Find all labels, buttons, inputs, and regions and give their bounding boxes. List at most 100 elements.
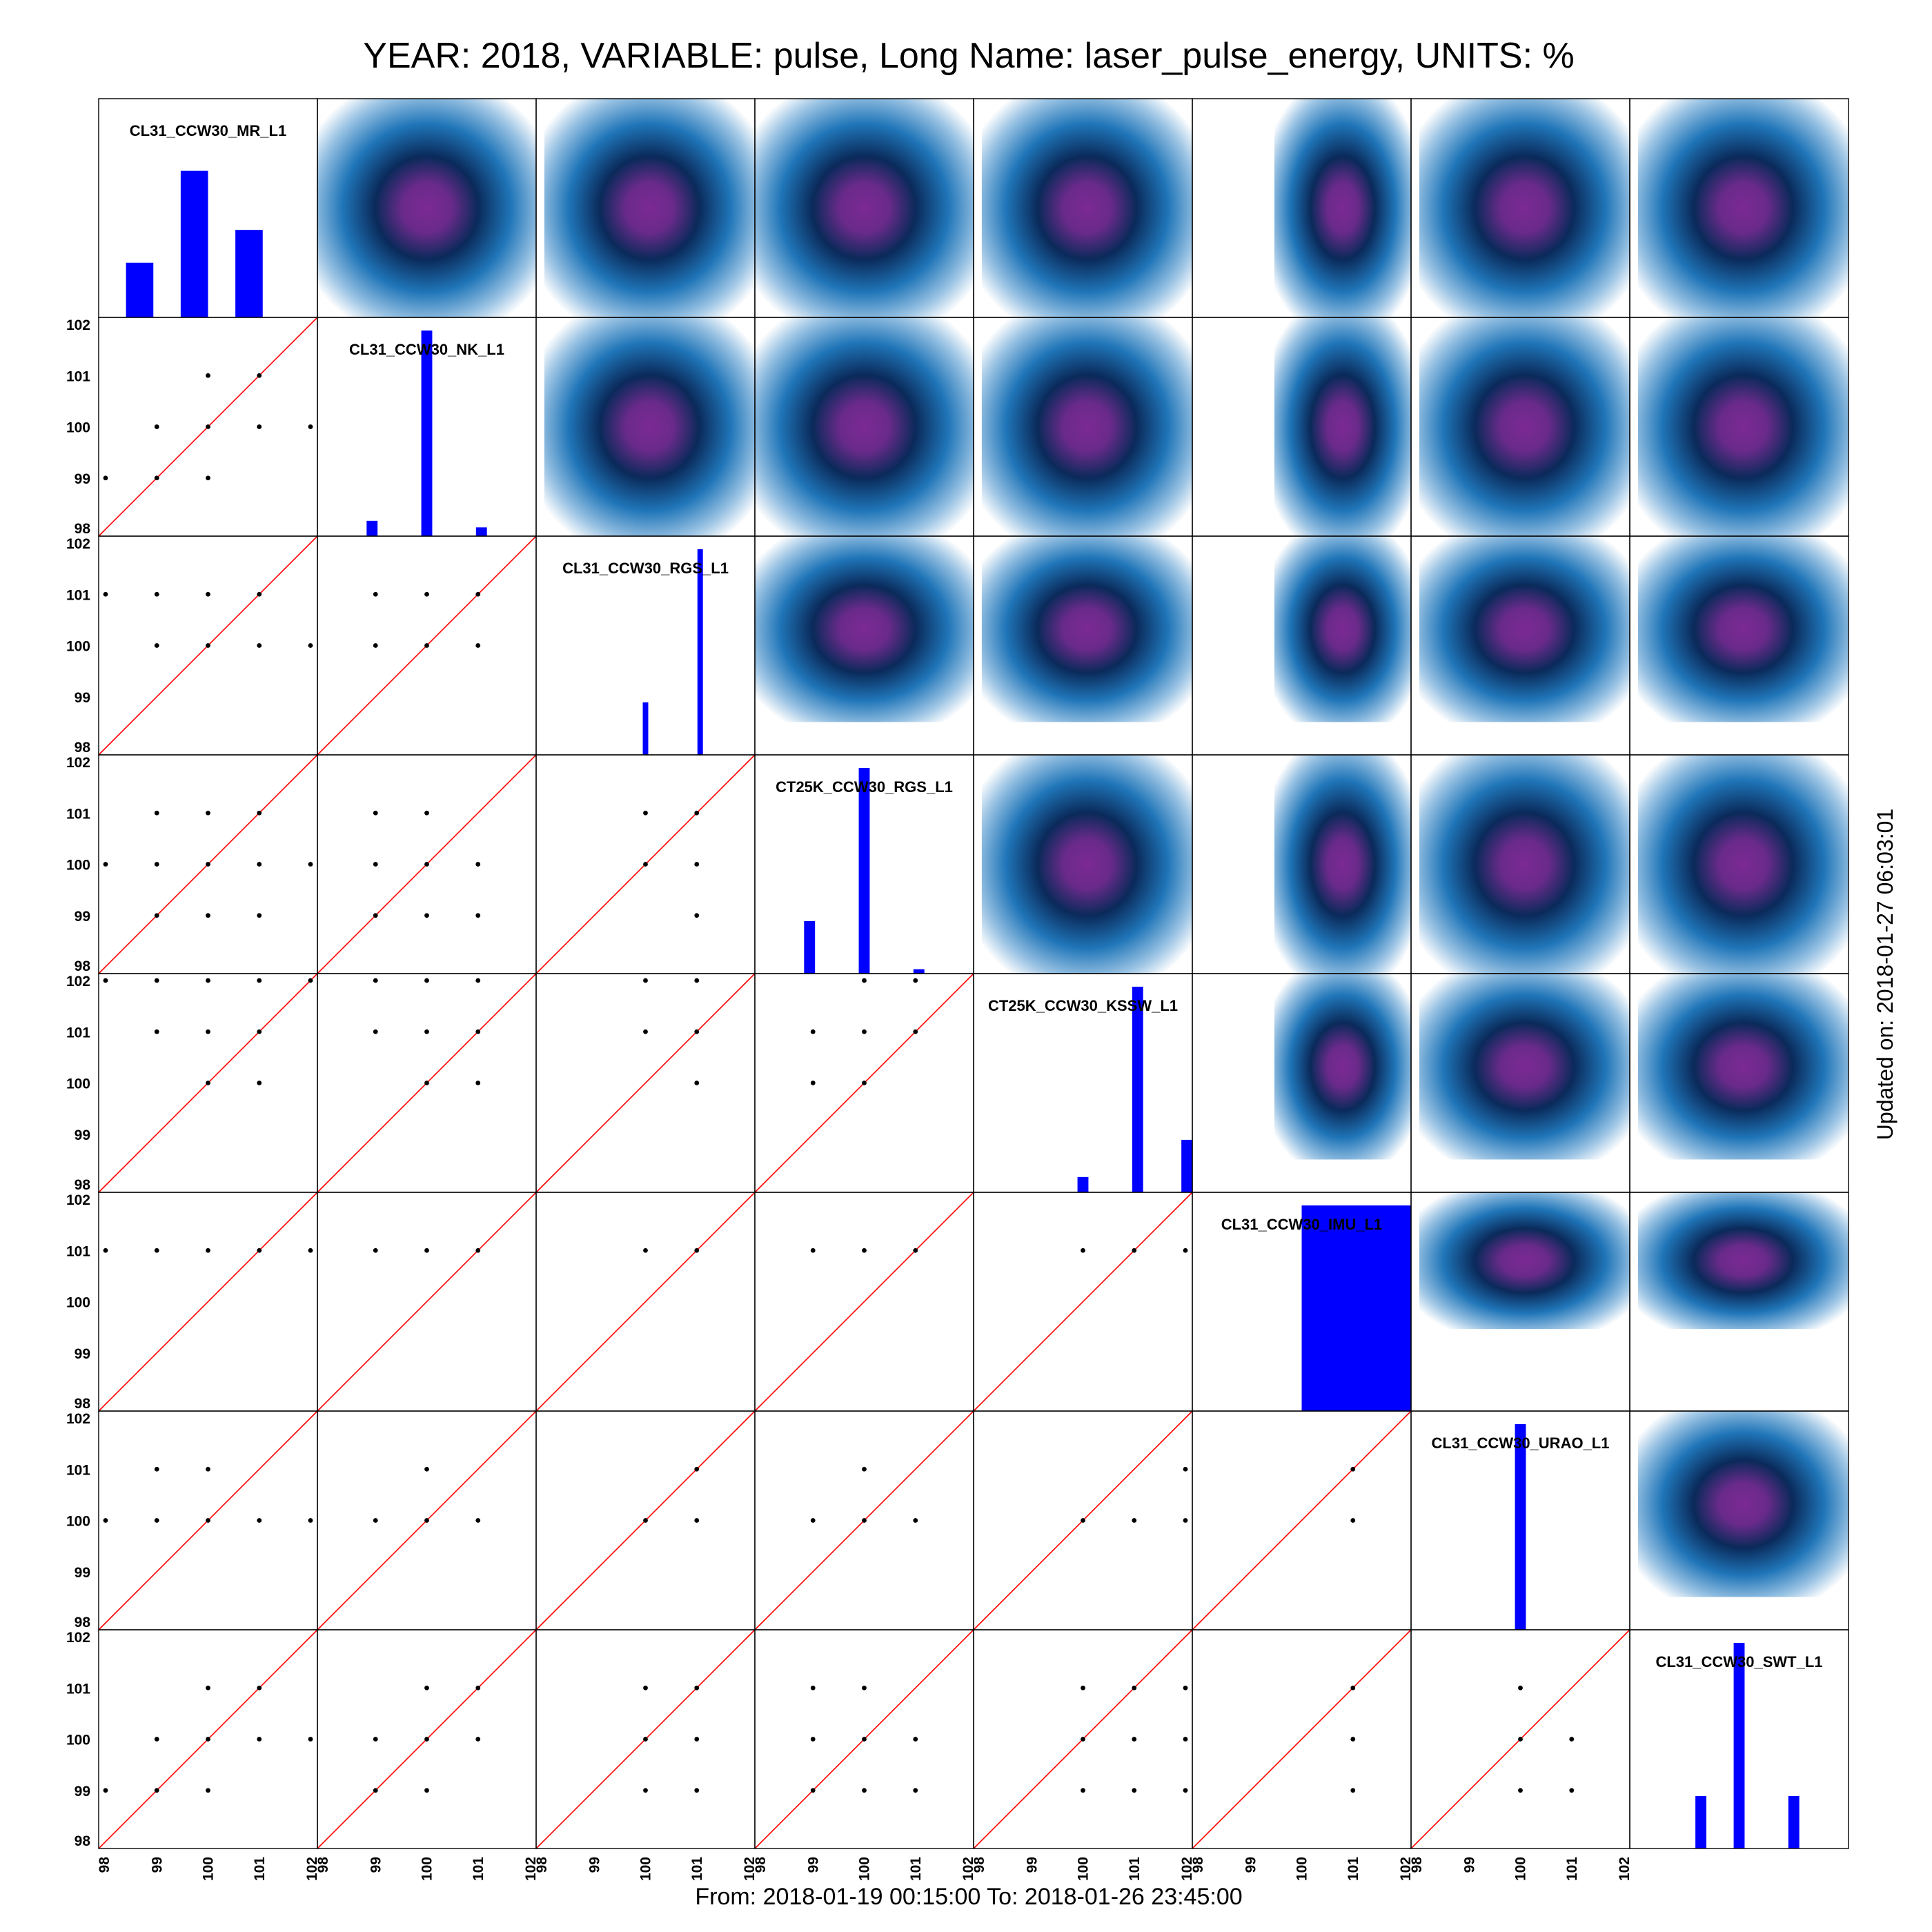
y-tick-label-2-0: 98 [75,740,91,756]
scatter-point-6-3-0 [810,1518,816,1523]
x-tick-label-6-2: 100 [1513,1857,1529,1881]
x-tick-label-0-2: 100 [201,1857,217,1881]
scatter-point-7-3-6 [913,1788,918,1793]
histogram-bar-4-1 [1132,987,1143,1192]
scatter-point-7-6-1 [1518,1737,1523,1742]
density-panel-3-5 [1274,755,1411,974]
scatter-point-7-1-1 [373,1737,378,1742]
date-range-footer: From: 2018-01-19 00:15:00 To: 2018-01-26… [695,1884,1242,1910]
density-panel-1-7 [1637,317,1849,536]
y-tick-label-4-0: 98 [75,1177,91,1193]
y-tick-label-4-3: 101 [66,1025,90,1041]
density-panel-4-7 [1637,974,1849,1160]
scatter-point-5-3-2 [913,1248,918,1253]
scatter-point-3-1-6 [475,913,481,918]
scatter-point-5-2-0 [643,1248,648,1253]
y-tick-label-7-0: 98 [75,1833,91,1849]
scatter-point-4-3-1 [810,1029,816,1034]
density-panel-6-7 [1637,1411,1849,1597]
scatter-point-6-4-1 [1132,1518,1137,1523]
scatter-point-3-1-1 [373,862,378,867]
scatter-point-2-1-1 [373,591,378,597]
x-tick-label-5-2: 100 [1294,1857,1310,1881]
density-panel-2-5 [1274,536,1411,722]
scatter-point-5-1-2 [475,1248,481,1253]
station-label-0: CL31_CCW30_MR_L1 [130,122,286,139]
x-tick-label-5-4: 102 [1398,1857,1414,1881]
scatter-point-1-0-6 [257,424,262,429]
scatter-point-7-4-8 [1183,1685,1188,1690]
scatter-point-6-2-2 [694,1466,700,1472]
scatter-point-4-0-5 [206,978,210,983]
scatter-point-7-2-1 [643,1737,648,1742]
y-tick-label-1-0: 98 [75,521,91,537]
y-tick-label-3-2: 100 [66,858,90,874]
scatter-point-4-3-5 [913,1029,918,1034]
x-tick-label-3-1: 99 [805,1857,821,1873]
scatter-point-4-0-8 [257,978,262,983]
density-panel-3-6 [1419,755,1630,974]
scatter-point-2-1-4 [475,643,481,648]
histogram-bar-1-0 [366,520,378,536]
scatter-point-5-3-1 [862,1248,867,1253]
x-tick-label-1-1: 99 [368,1857,384,1873]
scatter-point-4-1-7 [475,978,481,983]
station-label-3: CT25K_CCW30_RGS_L1 [776,778,953,796]
scatter-point-4-2-2 [694,1081,700,1085]
x-tick-label-1-3: 101 [471,1857,486,1881]
scatter-point-7-3-5 [862,1685,867,1690]
station-label-5: CL31_CCW30_IMU_L1 [1221,1216,1383,1233]
scatter-point-5-0-3 [257,1248,262,1253]
y-tick-label-3-4: 102 [66,755,90,771]
y-tick-label-1-1: 99 [75,471,90,487]
scatter-point-7-3-4 [862,1737,867,1742]
scatter-point-2-1-0 [373,643,378,648]
scatter-point-6-4-0 [1081,1518,1085,1523]
x-tick-label-3-4: 102 [960,1857,976,1881]
scatter-point-7-0-1 [154,1788,159,1793]
scatter-point-4-2-0 [643,1029,648,1034]
diagonal-line-7-5 [1192,1629,1412,1849]
diagonal-line-5-1 [317,1192,537,1412]
scatter-point-3-0-1 [154,913,159,918]
y-tick-label-1-2: 100 [66,420,90,436]
scatter-point-5-0-1 [154,1248,159,1253]
histogram-bar-6-0 [1515,1424,1526,1630]
scatter-point-3-2-2 [694,913,700,918]
density-panel-5-6 [1419,1192,1630,1330]
y-tick-label-2-2: 100 [66,639,90,655]
x-tick-label-2-2: 100 [638,1857,654,1881]
panel-border-7-7 [1629,1629,1849,1849]
scatter-point-7-5-2 [1350,1685,1356,1690]
y-tick-label-3-1: 99 [75,909,90,925]
scatter-point-7-1-6 [475,1685,481,1690]
scatter-point-7-2-4 [694,1737,700,1742]
density-panel-2-6 [1419,536,1630,722]
density-panel-5-7 [1637,1192,1849,1330]
x-tick-label-1-4: 102 [523,1857,539,1881]
scatter-point-4-0-6 [257,1081,262,1085]
station-label-1: CL31_CCW30_NK_L1 [349,341,504,358]
scatter-point-6-0-3 [206,1518,210,1523]
scatter-point-3-0-5 [206,862,210,867]
scatter-point-3-1-5 [424,810,429,816]
scatter-point-7-3-1 [810,1737,816,1742]
scatter-point-5-2-1 [694,1248,700,1253]
scatter-point-4-3-4 [862,978,867,983]
histogram-bar-4-2 [1181,1139,1192,1192]
x-tick-label-2-3: 101 [689,1857,705,1881]
x-tick-label-4-0: 98 [972,1857,987,1873]
y-tick-label-6-3: 101 [66,1462,90,1478]
x-tick-label-2-0: 98 [534,1857,550,1873]
scatter-point-5-0-0 [103,1248,108,1253]
scatter-point-7-6-2 [1518,1685,1523,1690]
scatter-point-1-0-3 [206,475,210,481]
scatter-point-2-0-1 [154,643,159,648]
y-tick-label-7-2: 100 [66,1733,90,1748]
scatter-point-6-3-1 [862,1518,867,1523]
scatter-point-6-0-1 [154,1518,159,1523]
scatter-matrix: CL31_CCW30_MR_L1 CL31_CCW30_NK_L1 CL31_CCW… [66,98,1849,1881]
scatter-point-4-1-3 [424,1029,429,1034]
density-panel-4-5 [1274,974,1411,1160]
y-tick-label-6-4: 102 [66,1411,90,1427]
